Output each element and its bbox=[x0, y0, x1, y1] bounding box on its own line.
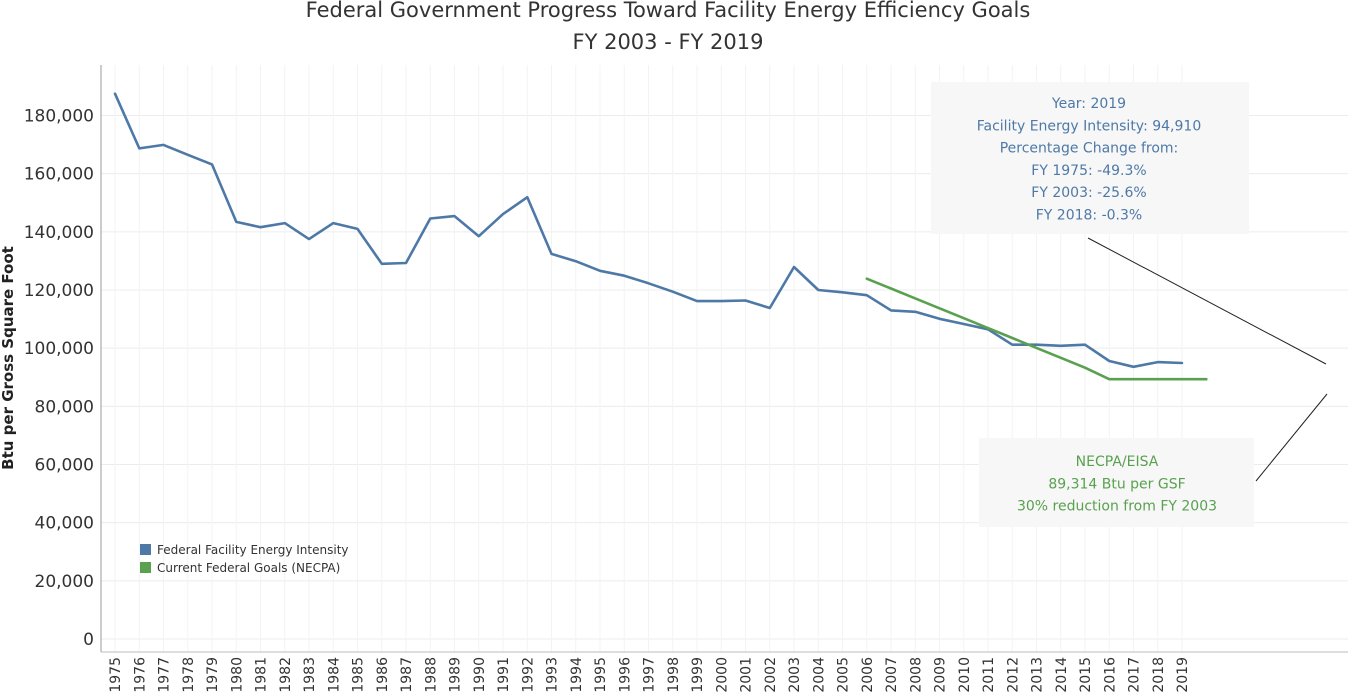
x-tick-label: 2016 bbox=[1102, 657, 1118, 693]
x-tick-label: 1975 bbox=[108, 657, 124, 693]
x-tick-label: 1984 bbox=[326, 657, 342, 693]
gridlines bbox=[101, 65, 1348, 652]
x-tick-label: 2004 bbox=[811, 657, 827, 693]
x-tick-label: 1976 bbox=[132, 657, 148, 693]
x-tick-label: 1986 bbox=[375, 657, 391, 693]
x-tick-label: 1996 bbox=[617, 657, 633, 693]
x-tick-label: 1980 bbox=[229, 657, 245, 693]
intensity-tooltip-box bbox=[931, 82, 1249, 234]
tooltip-line: Facility Energy Intensity: 94,910 bbox=[977, 118, 1201, 134]
x-tick-label: 1989 bbox=[448, 657, 464, 693]
y-tick-label: 140,000 bbox=[24, 223, 94, 243]
y-tick-labels: 0 20,000 40,000 60,000 80,000 100,000 120,000 1… bbox=[24, 107, 94, 651]
chart-title: Federal Government Progress Toward Facil… bbox=[306, 0, 1031, 22]
y-tick-label: 20,000 bbox=[35, 572, 94, 592]
x-tick-label: 2012 bbox=[1005, 657, 1021, 693]
y-tick-label: 180,000 bbox=[24, 107, 94, 127]
legend-label-goals: Current Federal Goals (NECPA) bbox=[157, 561, 340, 575]
x-tick-label: 1987 bbox=[399, 657, 415, 693]
y-tick-label: 0 bbox=[83, 630, 94, 650]
tooltip-line: 89,314 Btu per GSF bbox=[1048, 476, 1185, 492]
y-tick-label: 160,000 bbox=[24, 165, 94, 185]
y-tick-label: 40,000 bbox=[35, 514, 94, 534]
x-tick-label: 1988 bbox=[423, 657, 439, 693]
tooltip-line: FY 1975: -49.3% bbox=[1031, 163, 1146, 179]
x-tick-label: 1990 bbox=[472, 657, 488, 693]
legend-label-intensity: Federal Facility Energy Intensity bbox=[157, 543, 349, 557]
series-lines bbox=[113, 92, 1208, 381]
x-tick-label: 2007 bbox=[884, 657, 900, 693]
tooltip-line: Percentage Change from: bbox=[1000, 141, 1179, 157]
legend: Federal Facility Energy Intensity Curren… bbox=[140, 543, 349, 575]
tooltip-line: Year: 2019 bbox=[1051, 96, 1126, 112]
x-tick-label: 2014 bbox=[1054, 657, 1070, 693]
goal-tooltip-box bbox=[979, 438, 1254, 527]
x-tick-labels: 1975 1976 1977 1978 1979 1980 1981 1982 1983 1984… bbox=[108, 657, 1191, 693]
tooltip-line: NECPA/EISA bbox=[1076, 454, 1159, 470]
legend-swatch-intensity bbox=[140, 544, 151, 555]
x-tick-label: 1982 bbox=[278, 657, 294, 693]
x-tick-label: 1993 bbox=[545, 657, 561, 693]
intensity-tooltip: Year: 2019 Facility Energy Intensity: 94,… bbox=[931, 82, 1327, 365]
x-tick-label: 2006 bbox=[860, 657, 876, 693]
x-tick-label: 2001 bbox=[739, 657, 755, 693]
tooltip-line: 30% reduction from FY 2003 bbox=[1017, 499, 1217, 515]
x-tick-label: 1983 bbox=[302, 657, 318, 693]
x-tick-label: 1977 bbox=[157, 657, 173, 693]
series-line-goals bbox=[865, 277, 1208, 381]
x-tick-label: 2009 bbox=[933, 657, 949, 693]
x-tick-label: 2000 bbox=[714, 657, 730, 693]
x-tick-label: 1978 bbox=[181, 657, 197, 693]
x-tick-label: 1981 bbox=[254, 657, 270, 693]
x-tick-label: 1979 bbox=[205, 657, 221, 693]
series-line-intensity bbox=[113, 92, 1184, 369]
y-tick-label: 100,000 bbox=[24, 339, 94, 359]
y-tick-label: 120,000 bbox=[24, 281, 94, 301]
x-tick-label: 2015 bbox=[1078, 657, 1094, 693]
chart-subtitle: FY 2003 - FY 2019 bbox=[573, 30, 764, 54]
y-tick-label: 80,000 bbox=[35, 397, 94, 417]
x-tick-label: 1992 bbox=[520, 657, 536, 693]
x-tick-label: 1995 bbox=[593, 657, 609, 693]
x-tick-label: 2005 bbox=[836, 657, 852, 693]
x-tick-label: 2003 bbox=[787, 657, 803, 693]
y-tick-label: 60,000 bbox=[35, 456, 94, 476]
x-tick-label: 1994 bbox=[569, 657, 585, 693]
x-tick-label: 2008 bbox=[908, 657, 924, 693]
tooltip-line: FY 2003: -25.6% bbox=[1031, 185, 1146, 201]
x-tick-label: 2010 bbox=[957, 657, 973, 693]
y-axis-label: Btu per Gross Square Foot bbox=[0, 246, 17, 470]
intensity-tooltip-leader bbox=[1087, 237, 1327, 365]
axes bbox=[100, 65, 1348, 653]
x-tick-label: 2018 bbox=[1151, 657, 1167, 693]
x-tick-label: 2013 bbox=[1030, 657, 1046, 693]
goal-tooltip: NECPA/EISA 89,314 Btu per GSF 30% reductio… bbox=[979, 393, 1328, 527]
x-tick-label: 2017 bbox=[1127, 657, 1143, 693]
x-tick-label: 1998 bbox=[666, 657, 682, 693]
x-tick-label: 1991 bbox=[496, 657, 512, 693]
goal-tooltip-leader bbox=[1255, 393, 1328, 482]
x-tick-label: 2019 bbox=[1175, 657, 1191, 693]
legend-swatch-goals bbox=[140, 562, 151, 573]
x-tick-label: 1985 bbox=[351, 657, 367, 693]
tooltip-line: FY 2018: -0.3% bbox=[1036, 208, 1142, 224]
x-tick-label: 2011 bbox=[981, 657, 997, 693]
x-tick-label: 1997 bbox=[642, 657, 658, 693]
x-tick-label: 1999 bbox=[690, 657, 706, 693]
x-tick-label: 2002 bbox=[763, 657, 779, 693]
